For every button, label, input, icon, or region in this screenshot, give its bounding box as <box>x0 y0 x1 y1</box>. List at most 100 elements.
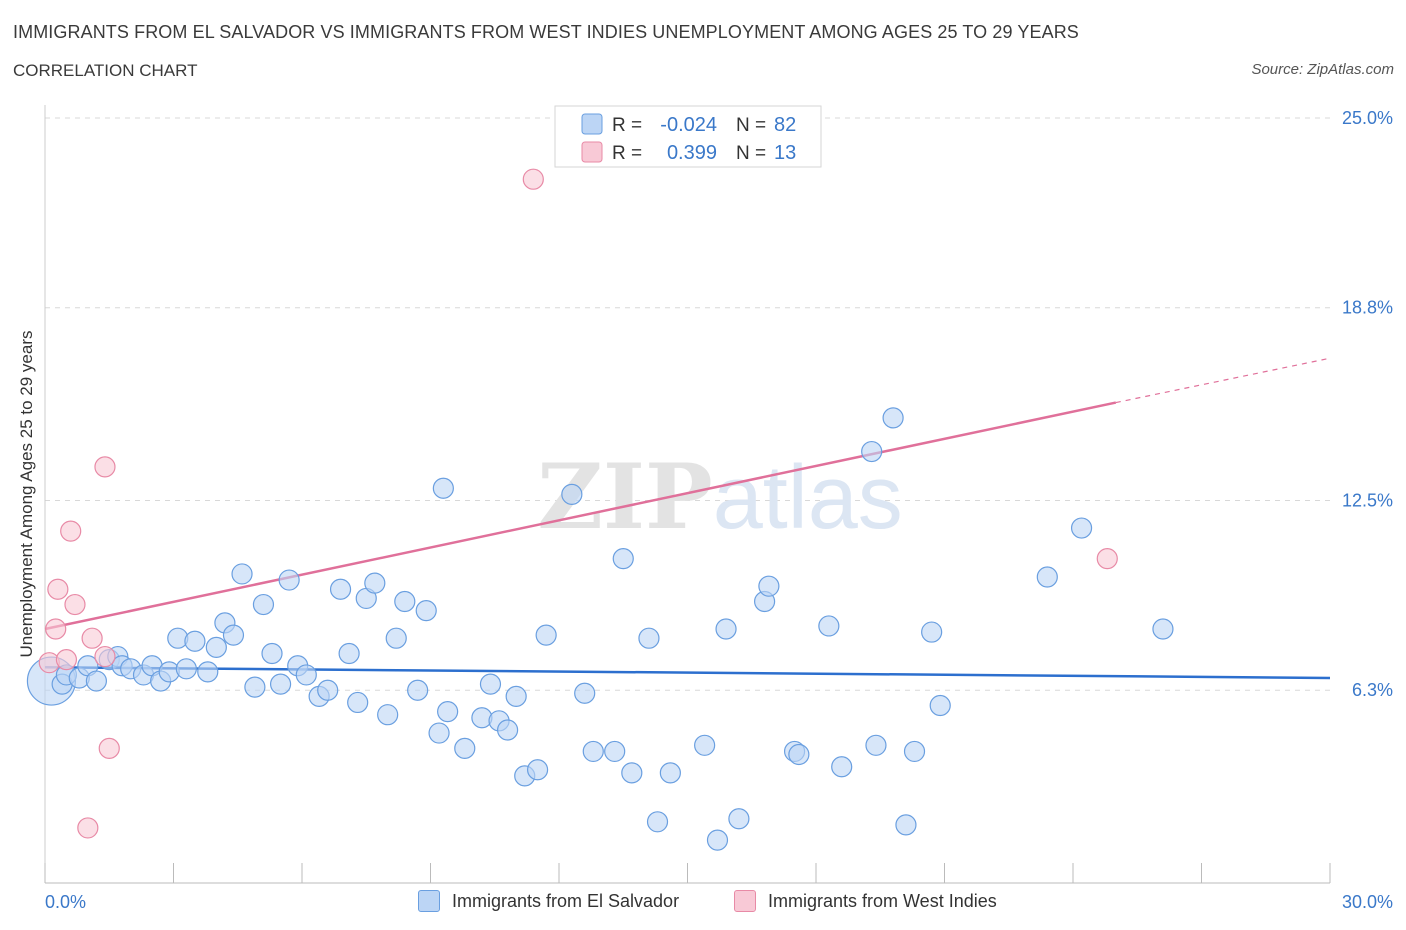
data-point-blue <box>638 627 660 649</box>
point-layer <box>26 168 1174 851</box>
data-point-blue <box>1036 566 1058 588</box>
data-point-pink <box>55 649 78 671</box>
data-point-pink <box>77 817 99 839</box>
data-point-pink <box>94 645 116 668</box>
trend-layer <box>44 357 1331 680</box>
legend-label-west-indies: Immigrants from West Indies <box>768 890 997 911</box>
watermark: ZIPatlas <box>537 444 903 550</box>
data-point-blue <box>694 734 716 756</box>
legend-n-value: 13 <box>774 142 796 164</box>
top-legend: R = -0.024 N = 82 R = 0.399 N = 13 <box>554 105 822 168</box>
data-point-blue <box>929 694 951 717</box>
data-point-blue <box>646 811 669 833</box>
legend-r-label: R = <box>612 143 642 164</box>
data-point-blue <box>231 563 253 585</box>
data-point-blue <box>728 808 750 830</box>
data-point-blue <box>454 737 476 759</box>
data-point-blue <box>574 682 596 704</box>
x-tick-label: 0.0% <box>45 892 86 912</box>
data-point-blue <box>903 740 926 763</box>
data-point-blue <box>252 593 275 616</box>
legend-r-value: 0.399 <box>667 142 717 164</box>
data-point-blue <box>244 676 266 698</box>
chart-subtitle: CORRELATION CHART <box>13 61 198 80</box>
data-point-blue <box>269 673 292 695</box>
trend-line-pink <box>44 401 1117 631</box>
data-point-blue <box>561 483 583 505</box>
data-point-pink <box>45 618 67 640</box>
y-tick-label: 25.0% <box>1342 108 1393 128</box>
data-point-blue <box>715 618 737 640</box>
legend-label-el-salvador: Immigrants from El Salvador <box>452 890 680 911</box>
data-point-blue <box>364 572 386 594</box>
data-point-blue <box>505 685 527 707</box>
y-tick-label: 12.5% <box>1342 491 1393 511</box>
y-axis-title: Unemployment Among Ages 25 to 29 years <box>17 331 36 658</box>
data-point-blue <box>385 627 407 649</box>
data-point-blue <box>261 642 283 665</box>
data-point-blue <box>659 762 681 784</box>
data-point-blue <box>1070 517 1093 539</box>
data-point-pink <box>94 456 116 478</box>
data-point-pink <box>98 737 120 759</box>
trend-extension-pink <box>1115 357 1331 404</box>
data-point-blue <box>1152 618 1174 640</box>
data-point-blue <box>317 679 339 701</box>
data-point-blue <box>295 664 317 686</box>
legend-n-label: N = <box>736 115 766 136</box>
data-point-blue <box>479 673 502 695</box>
data-point-blue <box>222 624 245 646</box>
trend-line-blue <box>44 666 1331 680</box>
legend-r-value: -0.024 <box>660 114 717 136</box>
chart-title: IMMIGRANTS FROM EL SALVADOR VS IMMIGRANT… <box>13 22 1079 42</box>
label-layer: 6.3% 12.5% 18.8% 25.0% 0.0% 30.0% Unemployment… <box>17 108 1393 912</box>
data-point-blue <box>921 621 943 643</box>
data-point-blue <box>604 740 626 763</box>
data-point-blue <box>394 590 416 613</box>
data-point-blue <box>338 642 360 665</box>
legend-r-label: R = <box>612 115 642 136</box>
data-point-pink <box>47 578 69 600</box>
data-point-blue <box>329 578 352 600</box>
data-point-blue <box>407 679 429 701</box>
data-point-blue <box>818 615 840 637</box>
data-point-blue <box>612 548 634 570</box>
data-point-blue <box>895 814 917 836</box>
grid-layer <box>45 117 1330 691</box>
data-point-blue <box>428 722 450 744</box>
data-point-blue <box>497 719 519 741</box>
data-point-blue <box>526 759 549 781</box>
data-point-blue <box>437 701 459 723</box>
data-point-blue <box>278 569 300 591</box>
legend-swatch-pink <box>581 141 603 163</box>
data-point-blue <box>85 670 108 692</box>
data-point-blue <box>184 630 206 652</box>
axis-layer <box>44 105 1331 884</box>
y-tick-label: 18.8% <box>1342 298 1393 318</box>
legend-swatch-blue <box>418 890 440 912</box>
legend-item-west-indies[interactable]: Immigrants from West Indies <box>734 890 997 912</box>
data-point-blue <box>347 691 369 714</box>
legend-n-label: N = <box>736 143 766 164</box>
data-point-blue <box>197 661 219 683</box>
legend-swatch-pink <box>734 890 756 912</box>
x-tick-label: 30.0% <box>1342 892 1393 912</box>
data-point-blue <box>535 624 557 646</box>
data-point-blue <box>865 734 887 756</box>
source-label: Source: ZipAtlas.com <box>1251 61 1394 78</box>
data-point-blue <box>861 440 883 463</box>
data-point-blue <box>882 407 904 429</box>
data-point-pink <box>81 627 103 649</box>
legend-swatch-blue <box>581 113 603 135</box>
data-point-blue <box>706 829 729 851</box>
legend-n-value: 82 <box>774 114 796 136</box>
data-point-pink <box>1096 548 1118 570</box>
data-point-blue <box>415 600 437 622</box>
y-tick-label: 6.3% <box>1352 680 1393 700</box>
data-point-blue <box>758 575 780 597</box>
data-point-pink <box>522 168 544 190</box>
data-point-pink <box>60 520 82 542</box>
data-point-blue <box>432 477 454 499</box>
data-point-pink <box>64 593 86 616</box>
legend-item-el-salvador[interactable]: Immigrants from El Salvador <box>418 890 679 912</box>
